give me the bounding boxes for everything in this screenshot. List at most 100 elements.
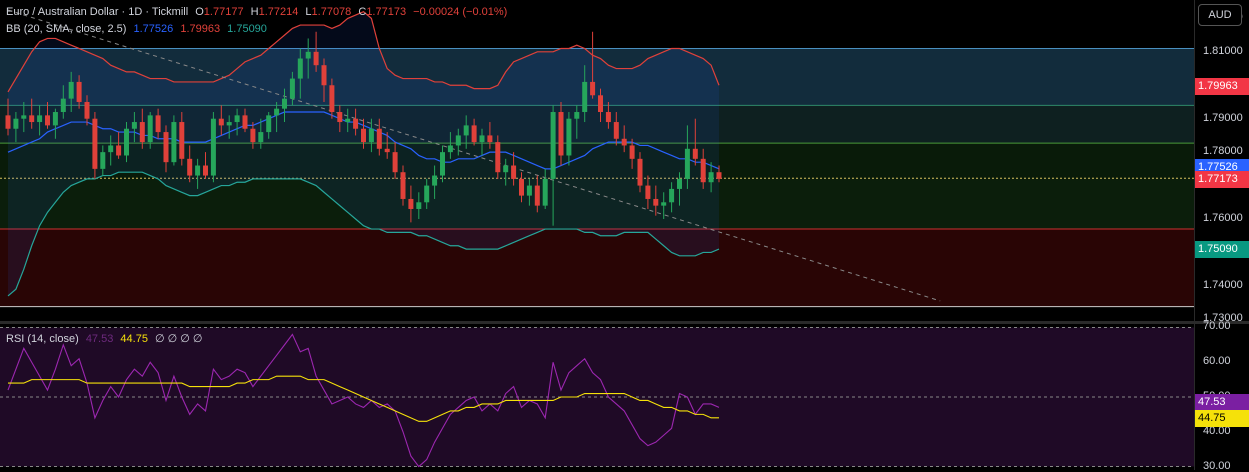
zone-band [0, 229, 1194, 307]
rsi-line [7, 333, 720, 468]
candle-body [258, 132, 264, 143]
candle-body [669, 188, 675, 203]
rsi-extras: ∅ ∅ ∅ ∅ [155, 333, 203, 345]
candle-body [76, 81, 82, 102]
candle-body [179, 122, 185, 159]
candle-body [45, 115, 50, 126]
rsi-legend[interactable]: RSI (14, close) 47.53 44.75 ∅ ∅ ∅ ∅ [6, 332, 207, 346]
candle-body [376, 128, 382, 149]
candle-body [171, 122, 177, 163]
candle-body [139, 122, 145, 143]
candle-body [250, 128, 256, 143]
rsi-ma-line [8, 375, 719, 422]
candle-body [361, 128, 366, 143]
candle-body [147, 115, 153, 143]
candle-body [337, 112, 343, 123]
candle-body [187, 158, 193, 176]
rsi-chart[interactable] [0, 324, 1194, 470]
candle-body [598, 95, 603, 113]
candle-body [124, 128, 129, 156]
high-label: H [250, 6, 259, 18]
candle-body [613, 122, 619, 139]
zone-band [0, 48, 1194, 106]
price-chart[interactable] [0, 0, 1194, 321]
candle-body [100, 152, 106, 169]
candle-body [321, 65, 327, 86]
bb-fill [8, 11, 719, 296]
candle-body [637, 158, 643, 186]
rsi-tick-label: 70.00 [1203, 320, 1231, 333]
high-value: 1.77214 [258, 6, 299, 18]
candle-body [392, 152, 398, 173]
candle-body [368, 128, 374, 143]
zone-band [0, 105, 1194, 144]
price-tag: 1.79963 [1195, 78, 1249, 95]
candle-body [305, 51, 311, 59]
candle-body [463, 125, 469, 136]
rsi-tick-label: 30.00 [1203, 459, 1231, 472]
candle-body [266, 115, 272, 133]
bb-upper-value: 1.79963 [180, 23, 221, 35]
bb-lower-line [7, 171, 720, 297]
pane-separator[interactable] [0, 321, 1249, 324]
candle-body [313, 51, 319, 66]
close-label: C [358, 6, 367, 18]
rsi-tick-label: 40.00 [1203, 424, 1231, 437]
candle-body [471, 125, 477, 143]
price-tick-label: 1.78000 [1203, 145, 1243, 158]
candle-body [203, 165, 208, 176]
candle-body [519, 178, 524, 196]
candle-body [447, 145, 453, 153]
candle-body [155, 115, 161, 133]
price-pane[interactable] [0, 0, 1194, 321]
candle-body [455, 135, 461, 146]
candle-body [479, 135, 485, 143]
candle-body [526, 185, 532, 196]
candle-body [716, 172, 722, 179]
candle-body [692, 148, 698, 159]
candle-body [353, 118, 359, 129]
candle-body [661, 202, 667, 206]
candle-body [440, 152, 445, 176]
trendline [7, 9, 941, 302]
close-value: 1.77173 [366, 6, 407, 18]
candle-body [645, 185, 651, 199]
candle-body [574, 112, 580, 119]
candle-body [297, 58, 303, 79]
candle-body [700, 158, 706, 183]
zone-band [0, 178, 1194, 230]
candle-body [242, 115, 248, 129]
currency-button[interactable]: AUD [1198, 4, 1242, 26]
candle-body [621, 138, 627, 146]
bb-legend[interactable]: BB (20, SMA, close, 2.5) 1.77526 1.79963… [6, 22, 271, 36]
candle-body [708, 172, 714, 183]
rsi-tag: 44.75 [1195, 409, 1249, 427]
candle-body [542, 178, 548, 206]
candle-body [274, 108, 280, 116]
symbol-title[interactable]: Euro / Australian Dollar · 1D · Tickmill [6, 6, 189, 18]
rsi-tick-label: 60.00 [1203, 355, 1231, 368]
price-axis[interactable]: 1.820001.810001.800001.790001.780001.770… [1195, 0, 1249, 325]
candle-body [408, 198, 414, 209]
bb-basis-value: 1.77526 [133, 23, 174, 35]
price-tick-label: 1.76000 [1203, 212, 1243, 225]
rsi-pane[interactable] [0, 324, 1194, 470]
candle-body [37, 115, 43, 123]
open-label: O [195, 6, 204, 18]
candle-body [163, 132, 169, 163]
candle-body [677, 178, 682, 189]
candle-body [590, 81, 596, 96]
candle-body [282, 98, 287, 109]
candle-body [131, 122, 137, 129]
candle-body [503, 165, 509, 173]
candle-body [629, 145, 635, 159]
candle-body [550, 112, 556, 179]
candle-body [582, 81, 588, 113]
price-tick-label: 1.81000 [1203, 44, 1243, 57]
symbol-header: Euro / Australian Dollar · 1D · Tickmill… [6, 5, 511, 19]
axis-separator [1194, 0, 1195, 470]
rsi-value: 47.53 [85, 333, 114, 345]
candle-body [605, 112, 611, 123]
price-tick-label: 1.73000 [1203, 312, 1243, 325]
